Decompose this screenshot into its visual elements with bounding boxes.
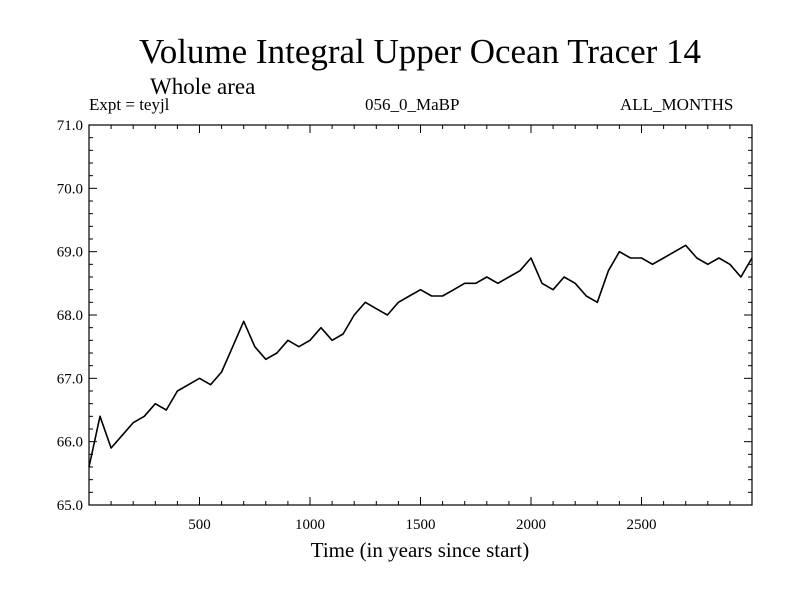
chart-title: Volume Integral Upper Ocean Tracer 14 xyxy=(138,32,702,71)
series-line xyxy=(88,244,753,468)
x-tick-label: 2500 xyxy=(627,517,657,533)
run-label: 056_0_MaBP xyxy=(365,95,460,114)
months-label: ALL_MONTHS xyxy=(620,95,734,114)
y-tick-label: 65.0 xyxy=(57,498,83,514)
y-tick-label: 68.0 xyxy=(57,308,83,324)
x-tick-label: 1000 xyxy=(295,517,325,533)
x-tick-label: 1500 xyxy=(406,517,436,533)
y-tick-label: 67.0 xyxy=(57,371,83,387)
chart-subtitle: Whole area xyxy=(150,74,256,99)
x-tick-label: 2000 xyxy=(516,517,546,533)
y-tick-label: 70.0 xyxy=(57,181,83,197)
y-tick-label: 66.0 xyxy=(57,435,83,451)
y-tick-label: 71.0 xyxy=(57,118,83,134)
x-tick-label: 500 xyxy=(188,517,211,533)
y-tick-label: 69.0 xyxy=(57,245,83,261)
x-axis-label: Time (in years since start) xyxy=(310,538,530,562)
plot-frame xyxy=(88,124,753,506)
experiment-label: Expt = teyjl xyxy=(89,95,170,114)
